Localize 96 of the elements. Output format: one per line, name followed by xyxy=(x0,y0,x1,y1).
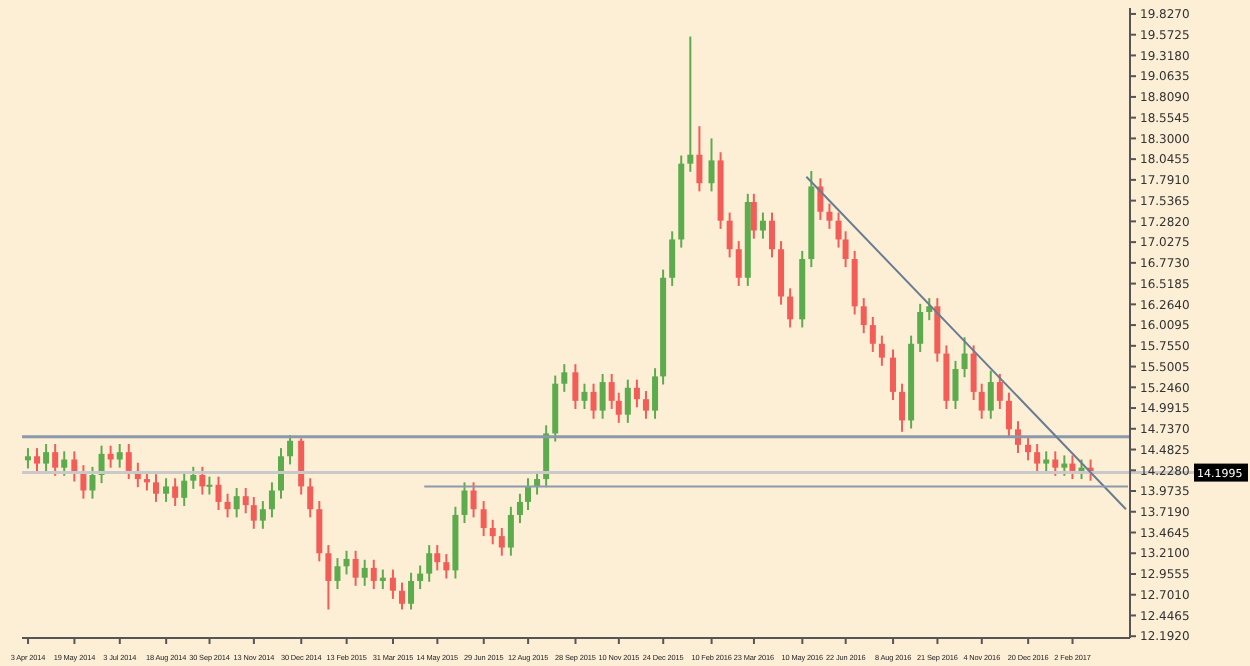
candlestick xyxy=(498,526,505,557)
candlestick xyxy=(1025,435,1032,462)
candlestick xyxy=(708,137,715,193)
candlestick xyxy=(1043,450,1050,473)
candlestick xyxy=(52,443,59,477)
candlestick xyxy=(215,475,222,512)
candlestick xyxy=(590,382,597,420)
candlestick xyxy=(961,336,968,379)
candlestick xyxy=(298,437,305,496)
candlestick xyxy=(172,477,179,507)
candlestick xyxy=(461,481,468,525)
candlestick xyxy=(1078,458,1085,481)
candlestick xyxy=(259,500,266,530)
candlestick xyxy=(759,211,766,240)
candlestick xyxy=(316,500,323,563)
candlestick xyxy=(926,297,933,322)
candlestick xyxy=(163,477,170,503)
candlestick xyxy=(633,378,640,409)
candlestick xyxy=(869,315,876,353)
candlestick xyxy=(24,447,31,470)
candlestick xyxy=(352,549,359,587)
candlestick xyxy=(61,450,68,477)
candlestick xyxy=(934,297,941,363)
candlestick xyxy=(489,518,496,546)
candlestick xyxy=(726,211,733,259)
candlestick xyxy=(278,447,284,500)
candlestick xyxy=(426,544,433,583)
candlestick xyxy=(669,230,676,287)
candlestick xyxy=(735,240,742,287)
candlestick xyxy=(268,481,275,519)
candlestick xyxy=(778,240,785,306)
candlestick xyxy=(408,571,415,611)
candlestick xyxy=(89,465,96,500)
candlestick xyxy=(34,447,41,473)
candlestick xyxy=(80,464,87,500)
candlestick xyxy=(652,367,659,420)
candlestick xyxy=(125,443,132,481)
candlestick xyxy=(878,334,885,367)
candlestick xyxy=(787,287,794,329)
candlestick xyxy=(43,443,50,473)
candlestick xyxy=(1034,443,1041,473)
candlestick xyxy=(516,492,523,525)
candlestick xyxy=(389,568,396,600)
candlestick xyxy=(443,553,450,580)
candlestick xyxy=(199,465,206,496)
candlestick xyxy=(952,359,959,410)
candlestick xyxy=(987,369,994,420)
candlestick xyxy=(507,505,514,557)
candlestick xyxy=(417,564,424,591)
candlestick xyxy=(599,372,606,420)
candlestick xyxy=(624,378,631,424)
candlestick xyxy=(687,35,694,173)
candlestick xyxy=(398,581,405,611)
candlestick xyxy=(1061,454,1068,477)
candlestick xyxy=(250,496,257,530)
candlestick xyxy=(561,363,568,393)
candlestick xyxy=(190,465,197,490)
candlestick xyxy=(334,557,341,591)
candlestick xyxy=(181,471,188,507)
candlestick xyxy=(434,544,441,572)
candlestick xyxy=(943,344,950,410)
candlestick xyxy=(152,473,159,503)
candlestick xyxy=(480,500,487,538)
candlestick xyxy=(899,382,906,433)
candlestick xyxy=(233,487,240,519)
candlestick xyxy=(851,249,858,316)
candlestick xyxy=(917,302,924,353)
candlestick xyxy=(370,558,377,591)
candlestick xyxy=(826,202,833,230)
candlestick xyxy=(307,477,314,519)
candlestick xyxy=(107,444,114,469)
candlestick xyxy=(581,382,588,410)
candlestick xyxy=(361,558,368,587)
candlestick xyxy=(642,390,649,420)
candlestick xyxy=(343,549,350,576)
candlestick xyxy=(525,477,532,512)
candlestick xyxy=(1069,454,1076,481)
candlestick xyxy=(1005,391,1012,439)
candlestick xyxy=(325,544,332,611)
candlestick xyxy=(817,177,824,221)
candlestick xyxy=(287,434,294,466)
candlestick xyxy=(978,382,985,420)
candlestick xyxy=(572,363,579,410)
candlestick xyxy=(1052,450,1059,477)
candlestick xyxy=(116,443,123,469)
candlestick xyxy=(379,568,386,591)
candlestick xyxy=(768,211,775,259)
candlestick xyxy=(224,492,231,519)
candlestick xyxy=(970,344,977,402)
candlestick xyxy=(242,487,249,515)
candlestick xyxy=(860,297,867,335)
candlestick xyxy=(750,192,757,240)
candlestick xyxy=(470,481,477,519)
candlestick xyxy=(696,125,703,193)
candlestick xyxy=(996,372,1003,410)
candlestick xyxy=(889,348,896,402)
